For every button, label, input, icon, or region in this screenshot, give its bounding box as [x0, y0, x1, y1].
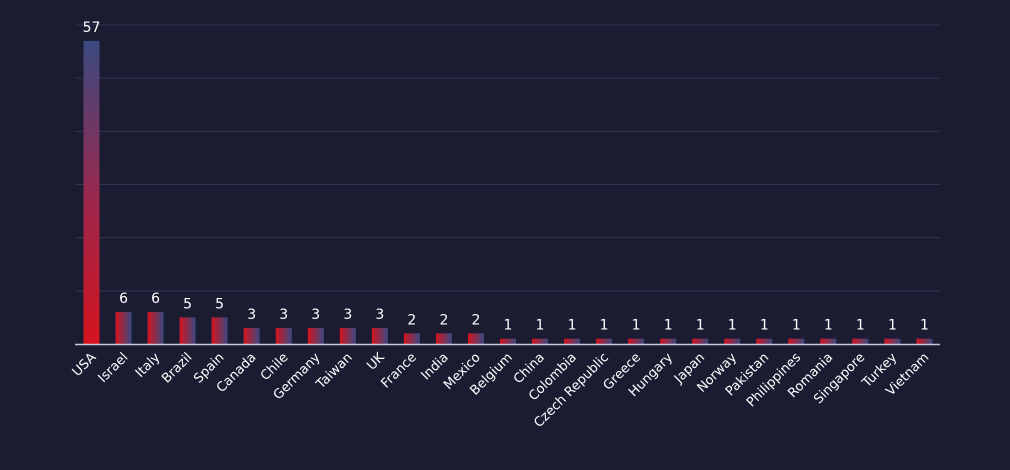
data-label: 6 — [119, 291, 128, 307]
data-label: 3 — [343, 307, 352, 323]
bar-france — [403, 333, 420, 344]
bar-usa — [83, 40, 100, 344]
bar-belgium — [499, 338, 516, 344]
data-label: 3 — [375, 307, 384, 323]
data-label: 1 — [792, 318, 801, 334]
gridlines — [75, 24, 940, 292]
data-label: 57 — [83, 20, 101, 36]
data-label: 1 — [824, 318, 833, 334]
x-tick-label: Taiwan — [313, 350, 356, 393]
bar-turkey — [884, 338, 901, 344]
bar-philippines — [788, 338, 805, 344]
bars — [83, 40, 933, 344]
bar-greece — [628, 338, 645, 344]
data-label: 1 — [856, 318, 865, 334]
bar-pakistan — [756, 338, 773, 344]
bar-czech-republic — [596, 338, 613, 344]
data-label: 3 — [247, 307, 256, 323]
data-label: 2 — [439, 312, 448, 328]
bar-colombia — [564, 338, 581, 344]
bar-brazil — [179, 317, 196, 344]
data-label: 3 — [311, 307, 320, 323]
bar-singapore — [852, 338, 869, 344]
data-label: 1 — [504, 318, 513, 334]
bar-japan — [692, 338, 709, 344]
data-label: 1 — [888, 318, 897, 334]
bar-romania — [820, 338, 837, 344]
data-label: 1 — [696, 318, 705, 334]
bar-vietnam — [916, 338, 933, 344]
data-label: 1 — [728, 318, 737, 334]
bar-italy — [147, 312, 164, 344]
data-label: 1 — [568, 318, 577, 334]
bar-hungary — [660, 338, 677, 344]
data-label: 5 — [183, 296, 192, 312]
data-label: 1 — [664, 318, 673, 334]
data-labels: 57 6 6 5 5 3 3 3 3 3 2 2 2 1 1 1 1 1 1 1 1 1 1 1 1 1 1 — [83, 20, 929, 334]
x-tick-label: France — [379, 350, 420, 391]
x-tick-label: Israel — [96, 350, 132, 386]
data-label: 1 — [632, 318, 641, 334]
data-label: 2 — [407, 312, 416, 328]
data-label: 6 — [151, 291, 160, 307]
data-label: 1 — [600, 318, 609, 334]
x-tick-label: Brazil — [159, 350, 195, 386]
bar-norway — [724, 338, 741, 344]
bar-china — [532, 338, 549, 344]
bar-spain — [211, 317, 228, 344]
bar-uk — [371, 328, 388, 344]
data-label: 2 — [471, 312, 480, 328]
bar-mexico — [467, 333, 484, 344]
bar-germany — [307, 328, 324, 344]
bar-chile — [275, 328, 292, 344]
data-label: 1 — [920, 318, 929, 334]
data-label: 5 — [215, 296, 224, 312]
bar-israel — [115, 312, 132, 344]
data-label: 1 — [760, 318, 769, 334]
bar-taiwan — [339, 328, 356, 344]
data-label: 1 — [536, 318, 545, 334]
bar-india — [435, 333, 452, 344]
bar-canada — [243, 328, 260, 344]
data-label: 3 — [279, 307, 288, 323]
x-tick-label: UK — [364, 350, 388, 374]
